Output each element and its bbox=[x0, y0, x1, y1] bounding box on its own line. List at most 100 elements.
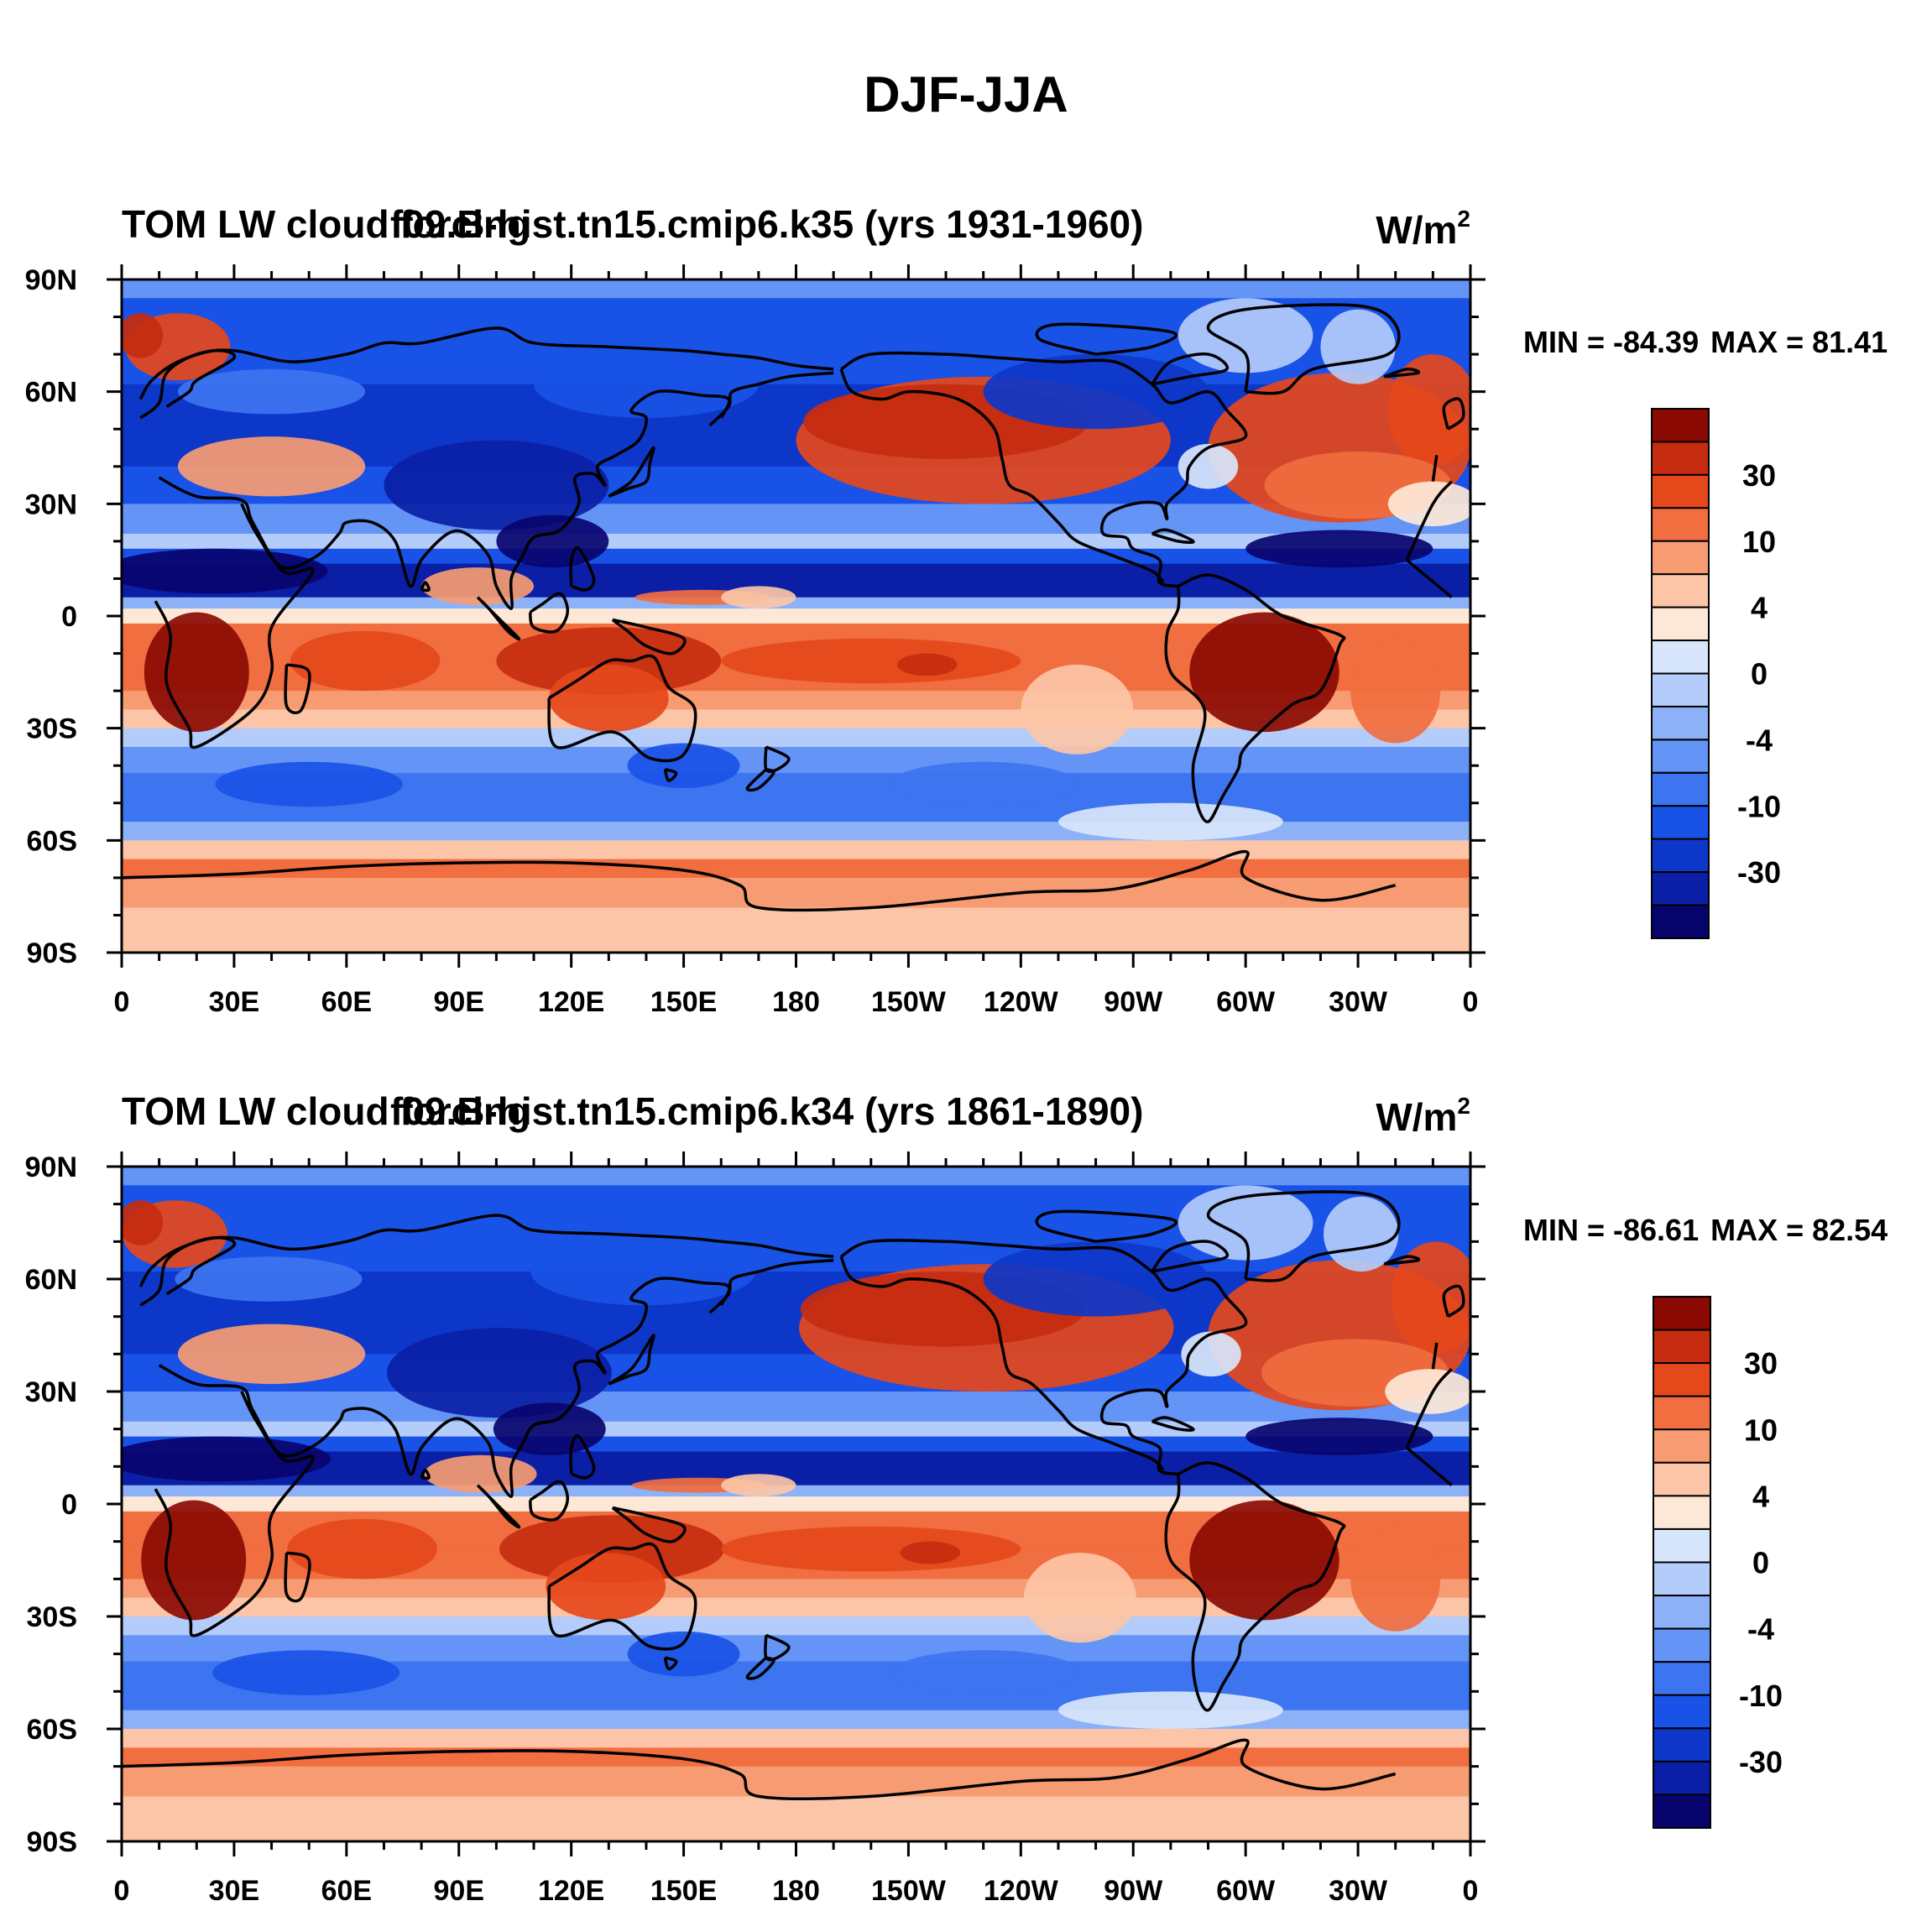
map-axes: 0 30E 60E 90E 120E 150E 180 150W 120W 90W 60W 30W 0 9… bbox=[25, 264, 1486, 1018]
x-tick-label: 30W bbox=[1329, 986, 1388, 1018]
x-tick-label: 90W bbox=[1104, 986, 1163, 1018]
panel-center-title: f09.B-hist.tn15.cmip6.k35 (yrs 1931-1960… bbox=[390, 202, 1143, 246]
colorbar-swatch bbox=[1651, 672, 1710, 708]
colorbar-label: 10 bbox=[1744, 1412, 1778, 1447]
field-anomaly bbox=[387, 1328, 612, 1418]
field-anomaly bbox=[627, 743, 740, 788]
field-anomaly bbox=[122, 313, 164, 358]
field-anomaly bbox=[421, 567, 535, 605]
colorbar-swatch bbox=[1653, 1329, 1711, 1365]
y-tick-label: 90N bbox=[25, 1151, 77, 1183]
x-tick-label: 60E bbox=[321, 986, 373, 1018]
map-panel-1: TOM LW cloud forcing f09.B-hist.tn15.cmi… bbox=[25, 202, 1888, 1018]
field-band bbox=[122, 728, 1470, 748]
x-tick-label: 60E bbox=[321, 1875, 373, 1907]
colorbar-swatch bbox=[1651, 408, 1710, 443]
coastline bbox=[745, 768, 775, 792]
coastline bbox=[745, 1656, 775, 1680]
coastline bbox=[840, 351, 1248, 588]
x-tick-label: 90E bbox=[434, 986, 485, 1018]
coastline bbox=[476, 596, 521, 641]
field-anomaly bbox=[530, 1237, 756, 1306]
field-anomaly bbox=[1387, 481, 1470, 527]
min-max-label: MIN = -86.61 MAX = 82.54 bbox=[1523, 1213, 1888, 1247]
field-band bbox=[122, 1766, 1470, 1797]
field-anomaly bbox=[177, 1324, 366, 1385]
colorbar-swatch bbox=[1653, 1527, 1711, 1564]
colorbar-swatch bbox=[1651, 871, 1710, 906]
coastline bbox=[1442, 397, 1465, 431]
x-tick-label: 150E bbox=[650, 986, 717, 1018]
colorbar-swatch bbox=[1653, 1727, 1711, 1762]
coastline bbox=[240, 389, 731, 610]
map-field bbox=[122, 1167, 1470, 1841]
field-anomaly bbox=[122, 1200, 164, 1245]
colorbar-swatch bbox=[1651, 805, 1710, 840]
field-anomaly bbox=[1320, 309, 1396, 384]
x-tick-label: 120W bbox=[984, 986, 1059, 1018]
field-band bbox=[122, 504, 1470, 535]
colorbar-swatch bbox=[1653, 1495, 1711, 1530]
colorbar-swatch bbox=[1653, 1694, 1711, 1730]
coastline bbox=[764, 745, 791, 773]
field-band bbox=[122, 1167, 1470, 1186]
colorbar-label: -4 bbox=[1747, 1612, 1774, 1647]
field-anomaly bbox=[1350, 638, 1441, 744]
coastline bbox=[1442, 1284, 1465, 1318]
coastline bbox=[1035, 322, 1178, 356]
coastline bbox=[1405, 480, 1454, 561]
colorbar-swatch bbox=[1651, 705, 1710, 741]
coastline bbox=[839, 1256, 1165, 1472]
panel-left-title: TOM LW cloud forcing bbox=[122, 1089, 530, 1133]
field-band bbox=[122, 1392, 1470, 1423]
field-band bbox=[122, 877, 1470, 909]
colorbar-label: 30 bbox=[1742, 458, 1776, 493]
coastline bbox=[708, 371, 834, 427]
coastline bbox=[611, 1506, 687, 1543]
field-anomaly bbox=[897, 653, 958, 676]
panel-units: W/m2 bbox=[1376, 206, 1470, 252]
coastline bbox=[1383, 1255, 1421, 1266]
colorbar-label: 4 bbox=[1752, 1479, 1769, 1513]
x-tick-label: 0 bbox=[1463, 1875, 1479, 1907]
x-tick-label: 30E bbox=[209, 986, 260, 1018]
field-anomaly bbox=[721, 638, 1021, 684]
colorbar-swatch bbox=[1651, 838, 1710, 874]
y-tick-label: 60S bbox=[27, 825, 78, 857]
field-anomaly bbox=[721, 1474, 796, 1497]
colorbar-swatch bbox=[1653, 1760, 1711, 1796]
coastline bbox=[1431, 455, 1439, 482]
coastline bbox=[569, 546, 596, 592]
x-tick-label: 60W bbox=[1216, 986, 1276, 1018]
coastline bbox=[1405, 1446, 1453, 1487]
y-tick-label: 30N bbox=[25, 1376, 77, 1408]
y-tick-label: 60S bbox=[27, 1714, 78, 1746]
coastline bbox=[154, 1364, 315, 1637]
x-tick-label: 0 bbox=[1463, 986, 1479, 1018]
x-tick-label: 30W bbox=[1329, 1875, 1388, 1907]
coastline bbox=[840, 1239, 1248, 1476]
coastline bbox=[1151, 1416, 1195, 1432]
field-band bbox=[122, 840, 1470, 860]
field-anomaly bbox=[890, 761, 1078, 807]
coastline bbox=[1405, 1368, 1454, 1449]
coastline bbox=[240, 1277, 731, 1498]
map-panel-2: TOM LW cloud forcing f09.B-hist.tn15.cmi… bbox=[25, 1089, 1888, 1907]
y-tick-label: 30S bbox=[27, 1601, 78, 1633]
colorbar-swatch bbox=[1653, 1561, 1711, 1597]
colorbar-swatch bbox=[1651, 606, 1710, 642]
colorbar-label: 0 bbox=[1751, 657, 1768, 692]
field-band bbox=[122, 279, 1470, 299]
coastline bbox=[1151, 528, 1195, 545]
colorbar-swatch bbox=[1651, 904, 1710, 939]
coastline bbox=[1164, 1461, 1346, 1712]
coastline bbox=[138, 348, 237, 408]
colorbar-swatch bbox=[1653, 1595, 1711, 1630]
colorbar-label: 10 bbox=[1742, 525, 1776, 559]
field-band bbox=[122, 608, 1470, 624]
panel-units: W/m2 bbox=[1376, 1093, 1470, 1139]
field-anomaly bbox=[1021, 664, 1134, 755]
x-tick-label: 120E bbox=[538, 1875, 604, 1907]
coastline bbox=[708, 1258, 834, 1314]
field-band bbox=[122, 709, 1470, 729]
